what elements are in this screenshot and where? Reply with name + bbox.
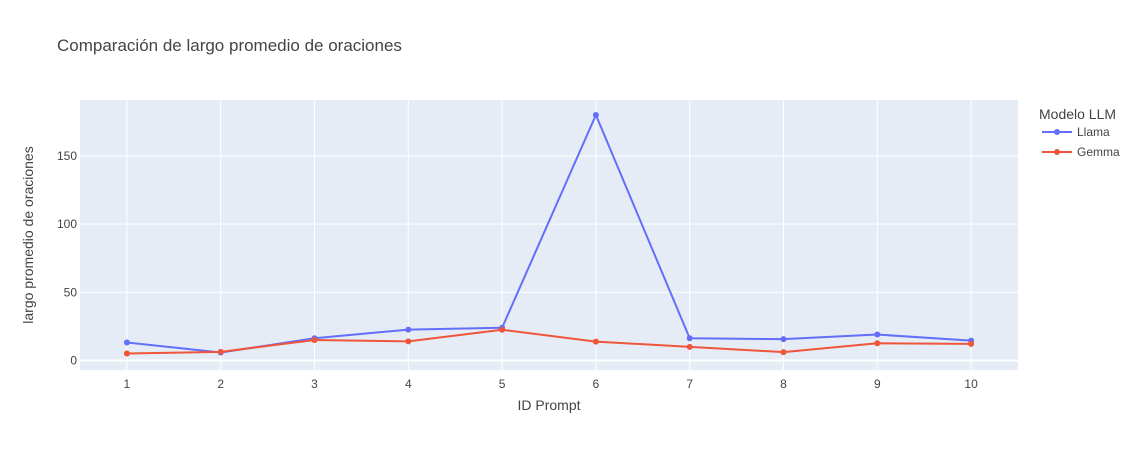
series-points	[123, 112, 975, 357]
x-tick-label: 8	[780, 377, 787, 391]
y-tick-label: 0	[70, 353, 77, 367]
chart-title: Comparación de largo promedio de oracion…	[57, 36, 402, 55]
plot-area	[80, 100, 1018, 370]
data-point-gemma[interactable]	[686, 343, 693, 350]
y-tick-label: 50	[64, 285, 78, 299]
data-point-gemma[interactable]	[780, 349, 787, 356]
legend: Modelo LLM Llama Gemma	[1039, 106, 1120, 159]
legend-label-llama: Llama	[1077, 125, 1110, 139]
legend-title: Modelo LLM	[1039, 106, 1116, 122]
data-point-llama[interactable]	[780, 336, 787, 343]
legend-item-gemma[interactable]: Gemma	[1042, 145, 1120, 159]
x-tick-label: 10	[964, 377, 978, 391]
x-tick-label: 1	[124, 377, 131, 391]
data-point-gemma[interactable]	[499, 326, 506, 333]
legend-marker-llama	[1054, 129, 1060, 135]
data-point-llama[interactable]	[592, 112, 599, 118]
grid-lines	[80, 100, 1018, 370]
x-axis-ticks: 1 2 3 4 5 6 7 8 9 10	[124, 377, 979, 391]
data-point-gemma[interactable]	[405, 338, 412, 345]
legend-marker-gemma	[1054, 149, 1060, 155]
data-point-gemma[interactable]	[311, 337, 318, 343]
x-tick-label: 7	[686, 377, 693, 391]
data-point-gemma[interactable]	[874, 340, 881, 347]
x-tick-label: 3	[311, 377, 318, 391]
data-point-llama[interactable]	[123, 339, 130, 346]
series-lines	[126, 114, 972, 355]
data-point-gemma[interactable]	[217, 348, 224, 355]
y-tick-label: 100	[57, 217, 77, 231]
data-point-gemma[interactable]	[968, 340, 975, 347]
series-line-gemma	[126, 328, 972, 355]
x-tick-label: 6	[593, 377, 600, 391]
x-axis-title: ID Prompt	[517, 397, 580, 413]
data-point-gemma[interactable]	[123, 350, 130, 357]
legend-item-llama[interactable]: Llama	[1042, 125, 1110, 139]
x-tick-label: 5	[499, 377, 506, 391]
x-tick-label: 4	[405, 377, 412, 391]
legend-label-gemma: Gemma	[1077, 145, 1120, 159]
data-point-llama[interactable]	[874, 331, 881, 338]
y-axis-title: largo promedio de oraciones	[20, 146, 36, 323]
y-tick-label: 150	[57, 149, 77, 163]
y-axis-ticks: 0 50 100 150	[57, 149, 77, 368]
x-tick-label: 9	[874, 377, 881, 391]
data-point-llama[interactable]	[686, 335, 693, 342]
x-tick-label: 2	[217, 377, 224, 391]
data-point-gemma[interactable]	[592, 338, 599, 345]
data-point-llama[interactable]	[405, 326, 412, 333]
